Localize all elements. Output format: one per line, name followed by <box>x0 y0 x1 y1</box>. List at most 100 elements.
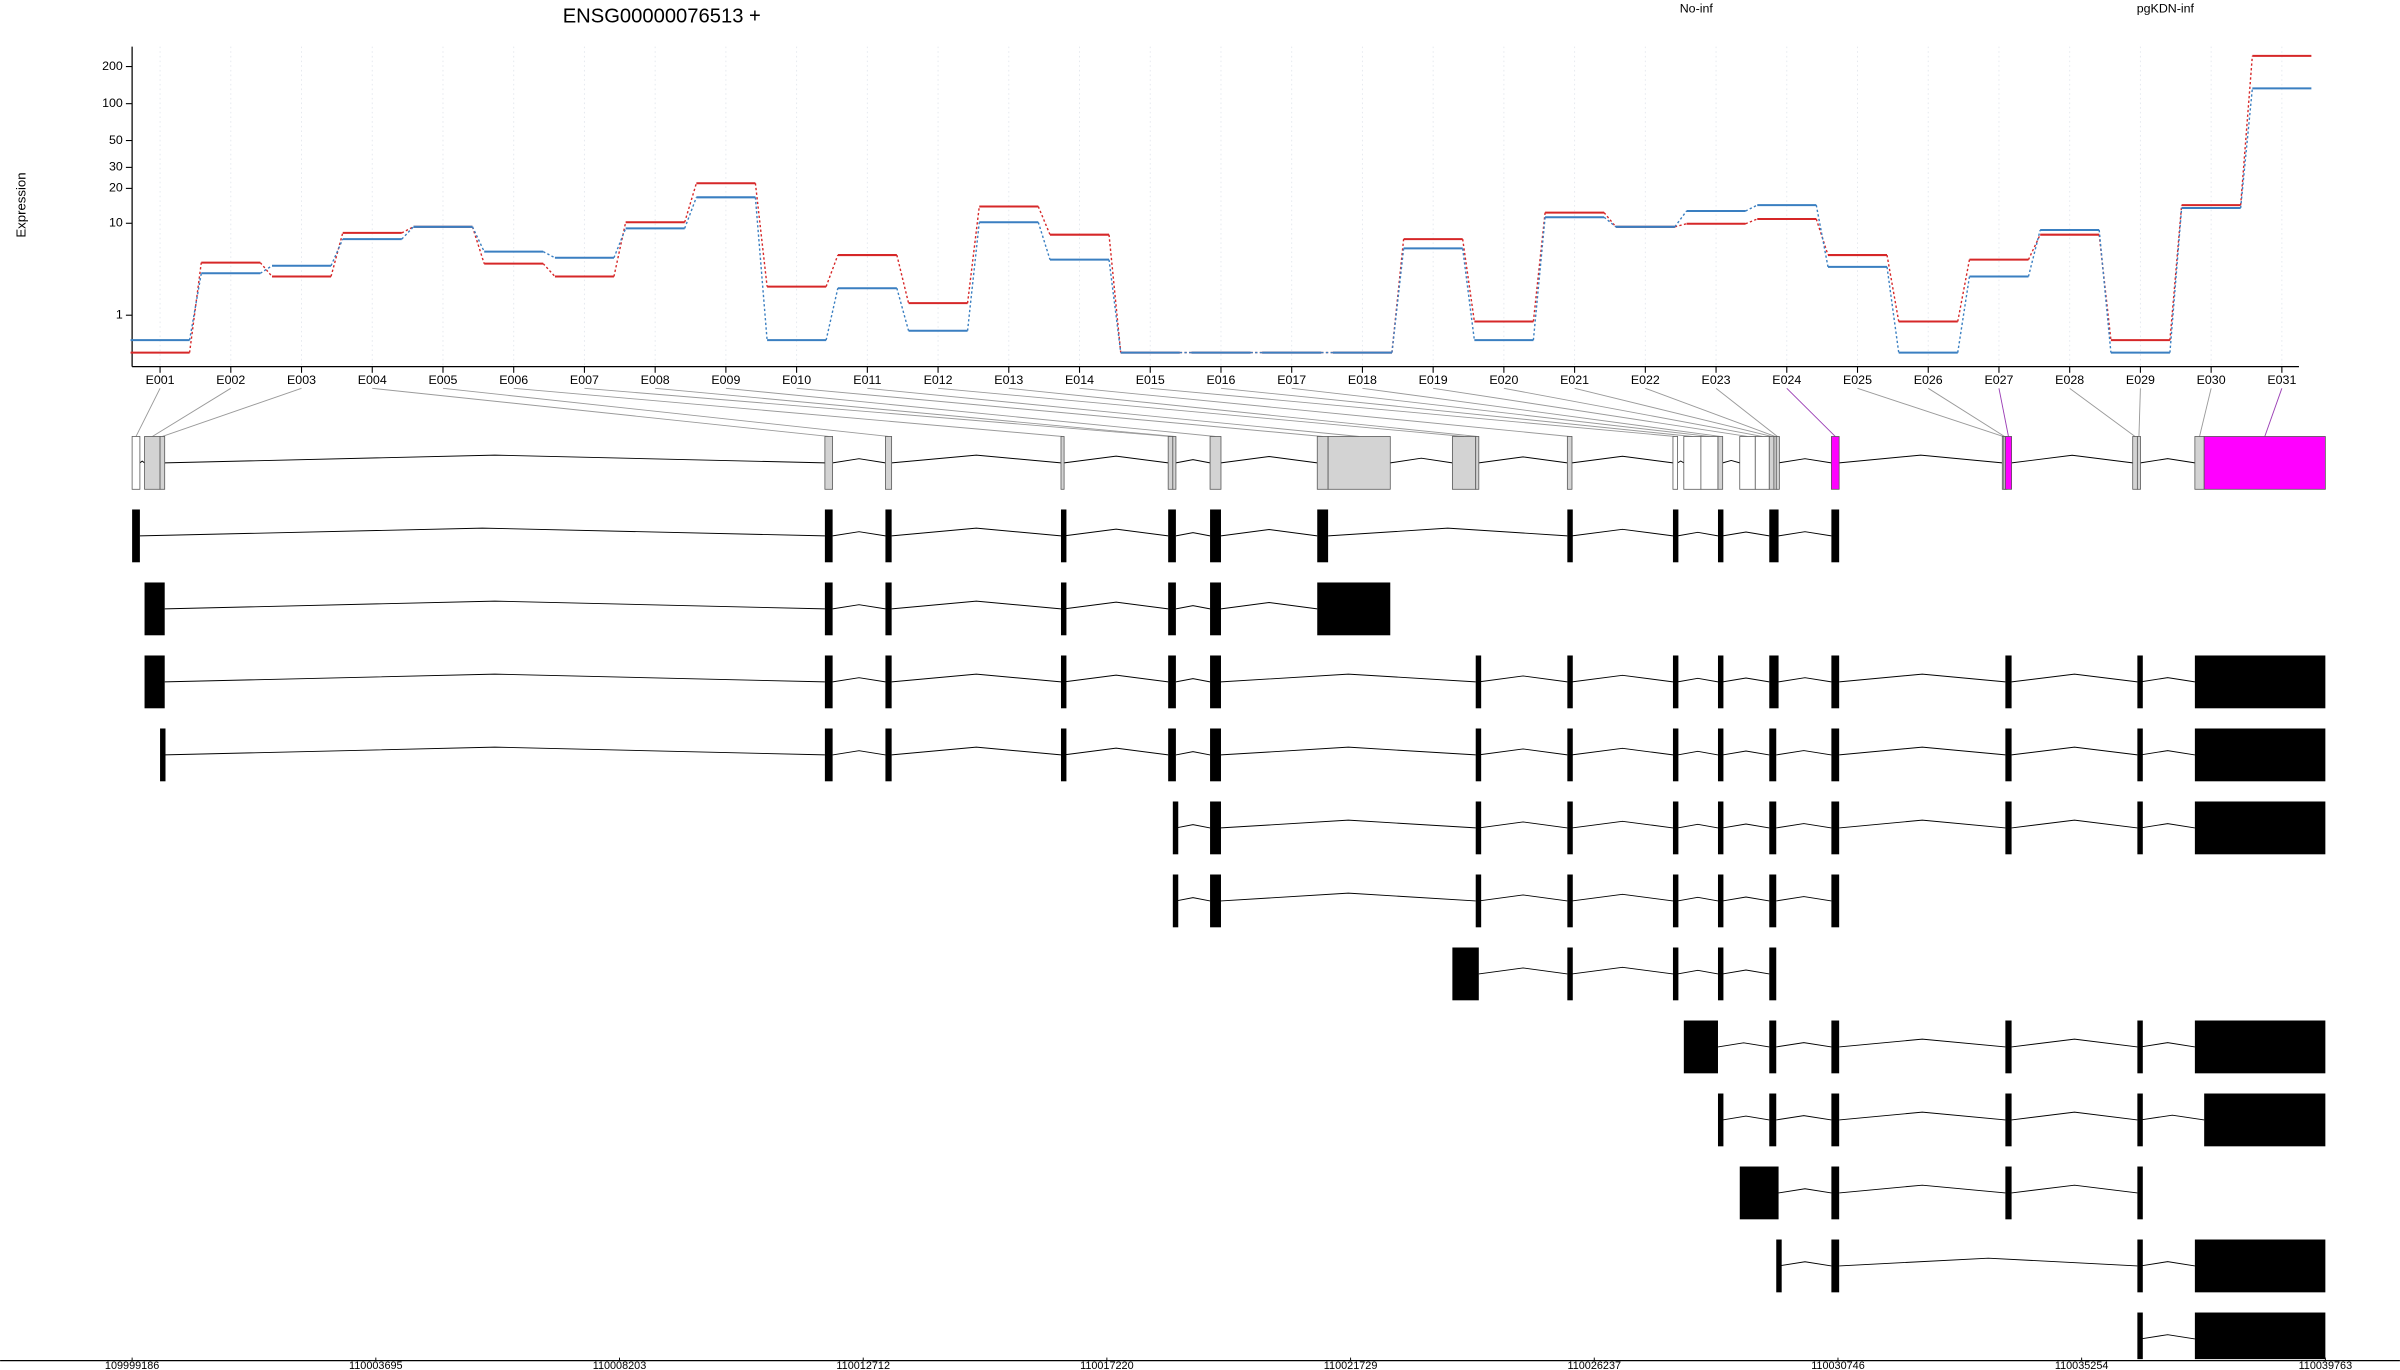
exon-link <box>1574 387 1772 437</box>
transcript-intron <box>164 673 825 683</box>
connector <box>613 222 627 277</box>
x-tick-label: E026 <box>1914 373 1943 387</box>
exon-bin <box>1316 436 1329 490</box>
transcript-intron <box>1677 677 1719 683</box>
transcript-exon <box>1475 728 1482 782</box>
intron <box>1390 457 1453 464</box>
transcript-exon <box>1060 728 1067 782</box>
exon-bin <box>2194 436 2205 490</box>
y-tick-label: 100 <box>102 96 123 110</box>
connector <box>1745 218 1758 225</box>
exon-link <box>1715 387 1778 437</box>
genomic-tick-label: 110035254 <box>2055 1360 2109 1370</box>
connector <box>2098 229 2112 353</box>
transcript-intron <box>1220 892 1476 902</box>
transcript-exon <box>2137 1020 2143 1074</box>
transcript-intron <box>164 746 825 756</box>
exon-link <box>162 387 302 437</box>
exon-link <box>1008 387 1478 437</box>
transcript-intron <box>2011 819 2138 829</box>
exon-bin <box>1060 436 1065 490</box>
connector <box>1957 259 1971 322</box>
intron <box>832 458 886 464</box>
x-tick-label: E002 <box>216 373 245 387</box>
transcript-intron <box>1571 893 1674 902</box>
transcript-exon <box>1210 874 1221 928</box>
intron <box>1677 460 1685 464</box>
transcript-intron <box>1220 673 1476 683</box>
transcript-intron <box>1839 819 2006 829</box>
transcript-exon <box>2194 801 2326 855</box>
transcript-intron <box>2140 1114 2205 1121</box>
transcript-exon <box>160 728 166 782</box>
connector <box>825 254 839 287</box>
exon-link <box>1503 387 1763 437</box>
exon-bin <box>1209 436 1222 490</box>
connector <box>1674 223 1687 228</box>
genomic-tick-label: 109999186 <box>105 1360 159 1370</box>
transcript-exon <box>1769 874 1777 928</box>
exon-bin <box>2132 436 2138 490</box>
transcript-intron <box>1677 969 1719 975</box>
connector <box>2169 207 2183 353</box>
genomic-tick-label: 110021729 <box>1324 1360 1378 1370</box>
transcript-exon <box>1831 655 1840 709</box>
transcript-intron <box>1677 750 1719 756</box>
transcript-intron <box>1220 819 1476 829</box>
x-tick-label: E014 <box>1065 373 1094 387</box>
transcript-intron <box>2011 1038 2138 1048</box>
exon-link <box>1857 387 2004 437</box>
transcript-exon <box>1672 947 1679 1001</box>
transcript-exon <box>2194 1239 2326 1293</box>
transcript-intron <box>1722 969 1770 975</box>
transcript-intron <box>1839 1257 2138 1267</box>
transcript-intron <box>1571 528 1674 537</box>
x-tick-label: E009 <box>711 373 740 387</box>
transcript-intron <box>1776 896 1832 902</box>
transcript-exon <box>144 655 165 709</box>
connector <box>330 238 344 267</box>
intron <box>1175 459 1211 464</box>
transcript-exon <box>2005 655 2012 709</box>
transcript-intron <box>1776 823 1832 829</box>
connector <box>825 288 839 341</box>
connector <box>1108 259 1122 353</box>
genomic-tick-label: 110030746 <box>1811 1360 1865 1370</box>
exon-bin <box>131 436 141 490</box>
transcript-intron <box>832 604 886 610</box>
x-tick-label: E028 <box>2055 373 2084 387</box>
x-tick-label: E004 <box>358 373 387 387</box>
transcript-exon <box>1672 801 1679 855</box>
exon-link <box>796 387 1323 437</box>
connector <box>542 251 556 259</box>
x-tick-label: E031 <box>2267 373 2296 387</box>
connector <box>1532 212 1546 322</box>
y-tick-label: 200 <box>102 59 123 73</box>
transcript-intron <box>2140 1261 2195 1267</box>
transcript-exon <box>2194 1020 2326 1074</box>
transcript-intron <box>1571 966 1674 975</box>
transcript-intron <box>1776 750 1832 756</box>
exon-link <box>867 387 1360 437</box>
transcript-exon <box>1172 874 1179 928</box>
exon-link <box>1927 387 2005 437</box>
transcript-exon <box>2005 728 2012 782</box>
transcript-exon <box>1210 655 1221 709</box>
x-tick-label: E025 <box>1843 373 1872 387</box>
transcript-exon <box>1210 728 1221 782</box>
transcript-intron <box>2140 750 2195 756</box>
transcript-exon <box>1769 801 1777 855</box>
transcript-intron <box>1722 823 1770 829</box>
transcript-intron <box>1839 1184 2006 1194</box>
x-tick-label: E022 <box>1631 373 1660 387</box>
connector <box>1886 254 1900 322</box>
transcript-exon <box>1769 655 1779 709</box>
x-tick-label: E013 <box>994 373 1023 387</box>
x-tick-label: E017 <box>1277 373 1306 387</box>
transcript-exon <box>1717 874 1724 928</box>
transcript-exon <box>1769 509 1779 563</box>
intron <box>1478 456 1568 464</box>
transcript-intron <box>1175 532 1211 537</box>
x-tick-label: E019 <box>1419 373 1448 387</box>
transcript-exon <box>2194 655 2326 709</box>
